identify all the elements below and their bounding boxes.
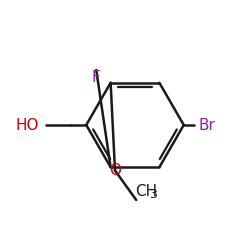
Text: HO: HO — [15, 118, 39, 132]
Text: CH: CH — [135, 184, 157, 199]
Text: 3: 3 — [149, 188, 157, 200]
Text: O: O — [109, 163, 121, 178]
Text: F: F — [92, 70, 100, 85]
Text: Br: Br — [199, 118, 216, 132]
